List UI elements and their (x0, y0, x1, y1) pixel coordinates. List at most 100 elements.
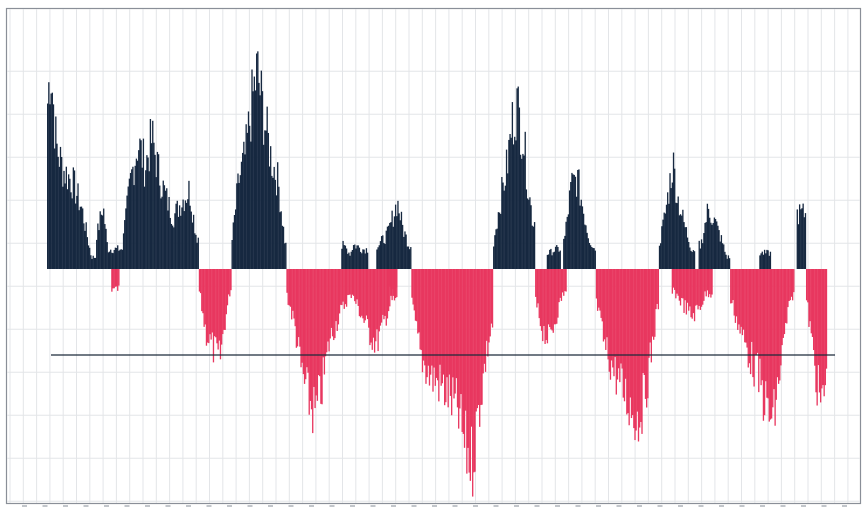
bar-negative (538, 269, 540, 319)
bar-negative (315, 269, 317, 396)
bar-positive (379, 241, 382, 269)
bar-negative (741, 269, 744, 336)
bar-negative (337, 269, 340, 325)
bar-negative (425, 269, 427, 384)
bar-positive (66, 189, 69, 269)
bar-negative (390, 269, 392, 289)
bar-negative (111, 269, 113, 292)
bar-negative (651, 269, 654, 337)
bar-positive (258, 82, 260, 269)
bar-negative (675, 269, 677, 299)
bar-negative (547, 269, 550, 325)
bar-positive (112, 253, 114, 269)
bar-positive (184, 200, 187, 269)
bar-positive (407, 246, 410, 269)
bar-positive (189, 205, 191, 269)
bar-negative (536, 269, 538, 308)
bar-positive (103, 208, 105, 269)
bar-positive (547, 254, 550, 269)
bar-segment-pos-12 (698, 203, 731, 269)
bar-positive (48, 82, 50, 270)
bar-positive (250, 141, 252, 269)
bar-negative (549, 269, 551, 328)
bar-negative (350, 269, 352, 299)
bar-negative (320, 269, 322, 404)
bar-positive (348, 252, 350, 269)
bar-negative (323, 269, 326, 375)
bar-positive (558, 251, 560, 269)
bar-segment-pos-14 (796, 203, 807, 269)
bar-positive (251, 69, 253, 270)
bar-positive (581, 206, 584, 269)
bar-positive (698, 240, 700, 269)
bar-negative (809, 269, 811, 322)
bar-negative (220, 269, 223, 345)
bar-positive (511, 102, 514, 269)
bar-negative (563, 269, 565, 296)
bar-negative (362, 269, 364, 319)
bar-negative (814, 269, 816, 366)
bar-positive (162, 180, 164, 269)
bar-negative (421, 269, 424, 373)
bar-positive (508, 139, 510, 269)
bar-positive (138, 150, 140, 269)
bar-positive (47, 103, 49, 269)
bar-positive (273, 166, 275, 269)
bar-negative (387, 269, 390, 285)
bar-positive (65, 166, 67, 269)
bar-negative (230, 269, 232, 291)
bar-positive (117, 245, 119, 269)
bar-negative (296, 269, 299, 347)
bar-negative (461, 269, 463, 432)
bar-positive (398, 213, 400, 269)
bar-positive (661, 226, 663, 269)
bar-negative (438, 269, 440, 402)
bar-negative (633, 269, 635, 429)
bar-positive (59, 146, 62, 269)
bar-negative (558, 269, 560, 303)
bar-positive (236, 183, 238, 269)
bar-positive (584, 224, 586, 269)
bar-positive (142, 138, 145, 269)
bar-negative (453, 269, 455, 399)
bar-negative (772, 269, 774, 408)
bar-positive (50, 93, 52, 269)
bar-segment-neg-11 (805, 269, 828, 406)
bar-negative (615, 269, 617, 395)
bar-negative (329, 269, 331, 339)
bar-positive (133, 185, 135, 269)
bar-negative (355, 269, 357, 304)
bar-positive (108, 251, 111, 269)
bar-positive (662, 219, 664, 269)
bar-negative (293, 269, 295, 319)
bar-negative (295, 269, 298, 348)
bar-positive (721, 243, 724, 269)
bar-negative (734, 269, 737, 323)
bar-positive (187, 199, 189, 269)
bar-negative (229, 269, 231, 297)
bar-negative (603, 269, 606, 340)
bar-positive (244, 154, 246, 269)
bar-positive (713, 217, 716, 269)
bar-positive (64, 183, 66, 269)
bar-positive (177, 216, 180, 269)
bar-negative (690, 269, 692, 318)
bar-negative (342, 269, 344, 302)
bar-positive (159, 185, 161, 269)
bar-negative (739, 269, 741, 334)
bar-negative (744, 269, 746, 343)
bar-positive (727, 255, 730, 269)
bar-positive (350, 251, 352, 269)
bar-positive (804, 213, 807, 269)
bar-positive (89, 247, 91, 269)
bar-negative (376, 269, 378, 330)
bar-positive (766, 249, 768, 269)
bar-positive (550, 248, 552, 269)
bar-negative (684, 269, 686, 301)
bar-negative (428, 269, 431, 386)
bar-negative (766, 269, 768, 398)
bar-negative (392, 269, 394, 290)
bar-negative (732, 269, 734, 301)
bar-negative (449, 269, 452, 396)
bar-negative (308, 269, 310, 415)
